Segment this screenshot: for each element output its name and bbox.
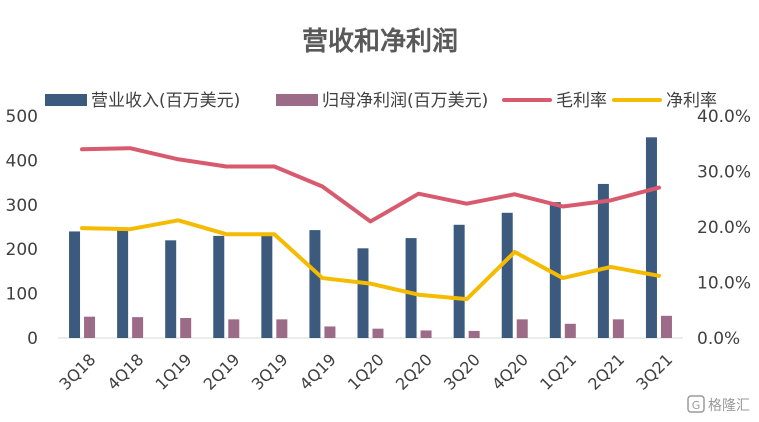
net-profit-bar (132, 317, 144, 338)
revenue-bar (597, 183, 609, 338)
right-tick-label: 40.0% (697, 107, 751, 127)
revenue-bar (165, 240, 177, 338)
left-tick-label: 400 (6, 151, 38, 171)
net-profit-bar (228, 319, 240, 338)
x-ticks: 3Q18 4Q18 1Q19 2Q19 3Q19 4Q19 1Q20 2Q20 3Q20 4Q20… (55, 350, 676, 394)
x-tick-label: 2Q19 (200, 350, 244, 394)
legend-label: 净利率 (666, 91, 717, 111)
net-profit-bar (468, 330, 480, 338)
x-tick-label: 2Q21 (584, 350, 628, 394)
left-axis: 0 100 200 300 400 500 (6, 107, 38, 349)
revenue-bar (549, 202, 561, 338)
net-profit-bar (84, 316, 96, 338)
net-profit-bar (660, 315, 672, 338)
watermark: G 格隆汇 (687, 395, 750, 414)
revenue-bar (453, 224, 465, 338)
left-tick-label: 100 (6, 285, 38, 305)
lines (80, 146, 661, 302)
revenue-bar (501, 212, 513, 338)
revenue-bar (117, 228, 129, 338)
left-tick-label: 500 (6, 107, 38, 127)
net-profit-bar (564, 323, 576, 338)
watermark-logo-icon (687, 395, 705, 413)
revenue-bar (645, 137, 657, 338)
revenue-bar (213, 235, 225, 338)
x-tick-label: 4Q19 (296, 350, 340, 394)
net-profit-bar (372, 328, 384, 338)
net-margin-line (80, 218, 661, 302)
gross-margin-line (80, 146, 661, 224)
x-tick-label: 3Q18 (55, 350, 99, 394)
watermark-text: 格隆汇 (708, 398, 750, 414)
revenue-bar (405, 238, 417, 338)
left-tick-label: 300 (6, 196, 38, 216)
legend-swatch (276, 94, 318, 106)
x-tick-label: 2Q20 (392, 350, 436, 394)
left-tick-label: 0 (27, 329, 38, 349)
x-tick-label: 1Q21 (536, 350, 580, 394)
net-profit-bar (420, 330, 432, 338)
legend-swatch (45, 94, 87, 106)
x-tick-label: 1Q20 (344, 350, 388, 394)
net-profit-bar (276, 319, 288, 338)
revenue-bar (69, 231, 81, 338)
x-tick-label: 1Q19 (152, 350, 196, 394)
x-tick-label: 4Q20 (488, 350, 532, 394)
watermark-logo-glyph: G (692, 399, 701, 412)
bars (69, 137, 672, 338)
x-tick-label: 4Q18 (103, 350, 147, 394)
revenue-bar (309, 230, 321, 338)
revenue-bar (261, 234, 273, 338)
revenue-bar (357, 248, 369, 338)
right-tick-label: 20.0% (697, 218, 751, 238)
left-tick-label: 200 (6, 240, 38, 260)
legend-label: 营业收入(百万美元) (91, 91, 240, 111)
x-tick-label: 3Q20 (440, 350, 484, 394)
net-profit-bar (324, 326, 336, 338)
right-tick-label: 10.0% (697, 274, 751, 294)
chart-title: 营收和净利润 (302, 26, 458, 57)
legend-label: 归母净利润(百万美元) (322, 91, 488, 111)
net-profit-bar (516, 319, 528, 338)
legend: 营业收入(百万美元) 归母净利润(百万美元) 毛利率 净利率 (45, 91, 717, 111)
x-tick-label: 3Q19 (248, 350, 292, 394)
net-profit-bar (612, 319, 624, 338)
right-tick-label: 0.0% (697, 329, 740, 349)
right-tick-label: 30.0% (697, 163, 751, 183)
legend-label: 毛利率 (556, 91, 607, 111)
x-tick-label: 3Q21 (632, 350, 676, 394)
net-profit-bar (180, 318, 192, 338)
right-axis: 0.0% 10.0% 20.0% 30.0% 40.0% (697, 107, 751, 349)
